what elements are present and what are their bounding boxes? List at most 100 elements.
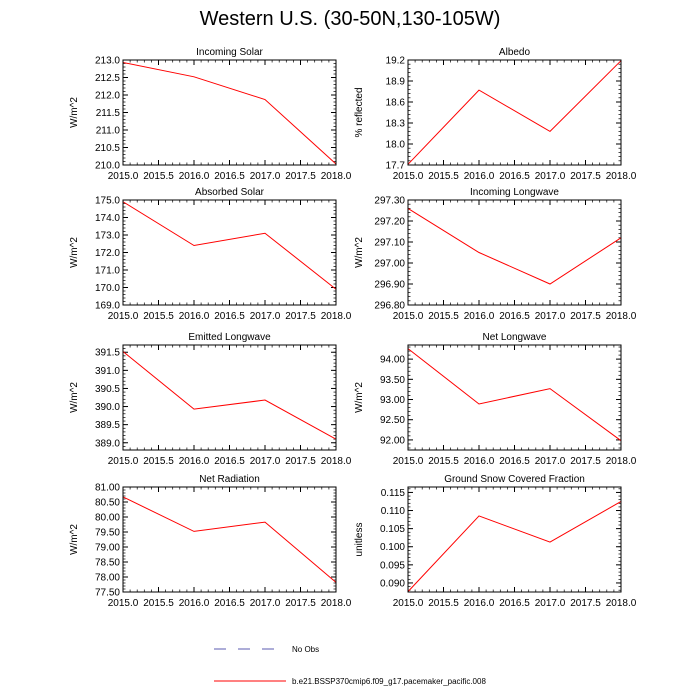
y-tick-label: 297.10 (374, 238, 405, 249)
y-tick-label: 297.20 (374, 217, 405, 228)
y-axis-label: W/m^2 (69, 524, 80, 555)
y-tick-label: 0.115 (381, 488, 406, 499)
y-tick-label: 93.00 (380, 395, 405, 406)
x-tick-label: 2016.0 (464, 598, 495, 609)
series-line (407, 60, 622, 165)
y-tick-label: 79.50 (95, 528, 120, 539)
y-tick-label: 78.50 (95, 558, 120, 569)
x-tick-label: 2016.5 (214, 171, 245, 182)
x-tick-label: 2015.5 (428, 171, 459, 182)
x-tick-label: 2015.5 (143, 171, 174, 182)
x-tick-label: 2016.5 (499, 598, 530, 609)
y-tick-label: 296.80 (374, 301, 405, 312)
y-tick-label: 169.0 (95, 301, 120, 312)
y-tick-label: 18.3 (386, 119, 406, 130)
x-tick-label: 2018.0 (321, 598, 352, 609)
series-line (407, 348, 622, 442)
plot-frame (407, 199, 622, 306)
y-tick-label: 172.0 (95, 248, 120, 259)
x-tick-label: 2016.5 (499, 311, 530, 322)
y-tick-label: 391.0 (95, 366, 120, 377)
x-tick-label: 2016.0 (464, 311, 495, 322)
x-tick-label: 2018.0 (606, 311, 637, 322)
x-tick-label: 2017.5 (285, 311, 316, 322)
y-axis-label: unitless (354, 523, 365, 557)
legend-model-label: b.e21.BSSP370cmip6.f09_g17.pacemaker_pac… (292, 677, 486, 686)
x-tick-label: 2017.5 (285, 456, 316, 467)
x-tick-label: 2017.5 (285, 598, 316, 609)
x-tick-label: 2017.5 (570, 171, 601, 182)
x-tick-label: 2017.0 (250, 598, 281, 609)
y-tick-label: 297.00 (374, 259, 405, 270)
chart-panel-4: Incoming Longwave 2015.0 2015.5 2016.0 2016.… (354, 187, 637, 322)
x-tick-label: 2018.0 (321, 171, 352, 182)
y-tick-label: 0.105 (380, 524, 405, 535)
y-tick-label: 19.2 (386, 56, 406, 67)
x-tick-label: 2015.5 (428, 456, 459, 467)
y-axis-label: W/m^2 (69, 382, 80, 413)
plot-frame (122, 199, 337, 306)
x-tick-label: 2015.0 (108, 171, 139, 182)
y-tick-label: 77.50 (95, 588, 120, 599)
series-line (122, 61, 337, 165)
y-tick-label: 390.0 (95, 402, 120, 413)
x-tick-label: 2016.0 (179, 171, 210, 182)
chart-title: Net Radiation (199, 474, 260, 485)
x-tick-label: 2016.0 (179, 598, 210, 609)
chart-title: Emitted Longwave (188, 332, 271, 343)
chart-panel-7: Net Radiation 2015.0 2015.5 2016.0 2016.5 201… (69, 474, 352, 609)
y-axis-label: W/m^2 (69, 97, 80, 128)
y-tick-label: 0.110 (381, 506, 406, 517)
chart-panel-1: Incoming Solar 2015.0 2015.5 2016.0 2016.5 20… (69, 47, 352, 182)
y-tick-label: 297.30 (374, 196, 405, 207)
y-tick-label: 18.9 (386, 77, 406, 88)
x-tick-label: 2018.0 (606, 456, 637, 467)
y-tick-label: 210.5 (95, 143, 120, 154)
y-tick-label: 78.00 (95, 573, 120, 584)
y-tick-label: 389.0 (95, 438, 120, 449)
y-tick-label: 211.0 (96, 126, 121, 137)
x-tick-label: 2017.5 (285, 171, 316, 182)
y-tick-label: 175.0 (95, 196, 120, 207)
x-tick-label: 2017.0 (250, 311, 281, 322)
x-tick-label: 2017.5 (570, 311, 601, 322)
y-tick-label: 92.00 (380, 435, 405, 446)
y-axis-label: W/m^2 (69, 237, 80, 268)
x-tick-label: 2016.5 (214, 598, 245, 609)
x-tick-label: 2015.5 (143, 311, 174, 322)
x-tick-label: 2016.0 (464, 171, 495, 182)
y-tick-label: 79.00 (95, 543, 120, 554)
x-tick-label: 2017.0 (535, 311, 566, 322)
x-tick-label: 2016.5 (214, 311, 245, 322)
y-tick-label: 211.5 (96, 108, 121, 119)
y-tick-label: 92.50 (380, 415, 405, 426)
y-axis-label: W/m^2 (354, 382, 365, 413)
x-tick-label: 2018.0 (606, 171, 637, 182)
y-tick-label: 0.090 (380, 578, 405, 589)
x-tick-label: 2017.5 (570, 598, 601, 609)
x-tick-label: 2017.5 (570, 456, 601, 467)
plot-frame (407, 486, 622, 593)
x-tick-label: 2015.0 (393, 171, 424, 182)
x-tick-label: 2018.0 (321, 456, 352, 467)
y-tick-label: 18.0 (386, 140, 406, 151)
x-tick-label: 2017.0 (250, 171, 281, 182)
x-tick-label: 2017.0 (535, 598, 566, 609)
chart-panel-8: Ground Snow Covered Fraction 2015.0 2015.5… (354, 474, 637, 609)
y-tick-label: 0.095 (380, 560, 405, 571)
plot-frame (122, 344, 337, 451)
y-tick-label: 94.00 (380, 355, 405, 366)
x-tick-label: 2016.5 (214, 456, 245, 467)
x-tick-label: 2015.5 (143, 598, 174, 609)
x-tick-label: 2016.0 (179, 456, 210, 467)
series-line (122, 496, 337, 583)
x-tick-label: 2016.0 (464, 456, 495, 467)
chart-panel-5: Emitted Longwave 2015.0 2015.5 2016.0 2016.5… (69, 332, 352, 467)
y-tick-label: 171.0 (95, 266, 120, 277)
y-tick-label: 390.5 (95, 384, 120, 395)
x-tick-label: 2017.0 (250, 456, 281, 467)
y-tick-label: 18.6 (386, 98, 406, 109)
chart-panel-3: Absorbed Solar 2015.0 2015.5 2016.0 2016.5 20… (69, 187, 352, 322)
y-tick-label: 170.0 (95, 283, 120, 294)
